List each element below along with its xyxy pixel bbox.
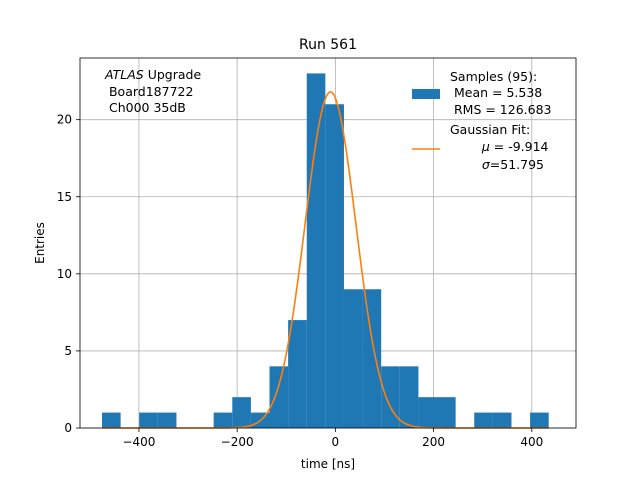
histogram-bar [232, 397, 251, 428]
histogram-bar [325, 104, 344, 428]
experiment-label: ATLAS [104, 67, 144, 82]
histogram-bar [157, 412, 177, 428]
y-tick-label: 5 [64, 344, 72, 358]
legend-fit-sigma-symbol: σ [482, 157, 491, 172]
x-tick-label: 0 [332, 435, 340, 449]
histogram-bar [213, 412, 233, 428]
x-axis-ticks: −400 −200 0 200 400 [122, 428, 543, 449]
histogram-bar [381, 366, 400, 428]
legend-fit-sigma-value: =51.795 [490, 157, 544, 172]
histogram-bar [492, 412, 512, 428]
histogram-bar [306, 73, 326, 429]
legend-samples-mean: Mean = 5.538 [450, 85, 542, 100]
svg-text:σ=51.795: σ=51.795 [454, 157, 564, 172]
y-tick-label: 15 [57, 190, 72, 204]
histogram-bar [399, 366, 419, 428]
legend: Samples (95): Mean = 5.538 RMS = 126.683… [412, 69, 568, 172]
x-tick-label: 400 [520, 435, 543, 449]
run-annotation: ATLAS Upgrade Board187722 Ch000 35dB [104, 67, 201, 115]
board-label: Board187722 [105, 84, 193, 99]
legend-samples-swatch [412, 89, 440, 99]
legend-samples-header: Samples (95): [450, 69, 537, 84]
histogram-bar [418, 397, 438, 428]
y-tick-label: 10 [57, 267, 72, 281]
histogram-bars [102, 73, 549, 429]
legend-fit-mu-symbol: μ [481, 139, 490, 154]
histogram-bar [474, 412, 493, 428]
y-tick-label: 0 [64, 421, 72, 435]
histogram-bar [437, 397, 456, 428]
histogram-bar [269, 366, 289, 428]
histogram-bar [362, 289, 382, 428]
histogram-bar [343, 289, 363, 428]
legend-samples-rms: RMS = 126.683 [450, 102, 552, 117]
svg-text:μ = -9.914: μ = -9.914 [454, 139, 568, 154]
histogram-bar [530, 412, 549, 428]
y-axis-label: Entries [33, 222, 47, 264]
x-tick-label: 200 [422, 435, 445, 449]
experiment-suffix: Upgrade [144, 67, 202, 82]
legend-fit-header: Gaussian Fit: [450, 122, 530, 137]
histogram-bar [139, 412, 158, 428]
svg-text:ATLAS Upgrade: ATLAS Upgrade [104, 67, 201, 82]
legend-fit-mu-value: = -9.914 [490, 139, 549, 154]
y-axis-ticks: 0 5 10 15 20 [57, 113, 80, 435]
y-tick-label: 20 [57, 113, 72, 127]
channel-label: Ch000 35dB [105, 100, 186, 115]
histogram-bar [288, 320, 307, 428]
x-axis-label: time [ns] [301, 457, 355, 471]
x-tick-label: −400 [122, 435, 155, 449]
x-tick-label: −200 [221, 435, 254, 449]
chart-title: Run 561 [299, 37, 357, 53]
histogram-bar [102, 412, 121, 428]
plot-frame [79, 57, 577, 429]
